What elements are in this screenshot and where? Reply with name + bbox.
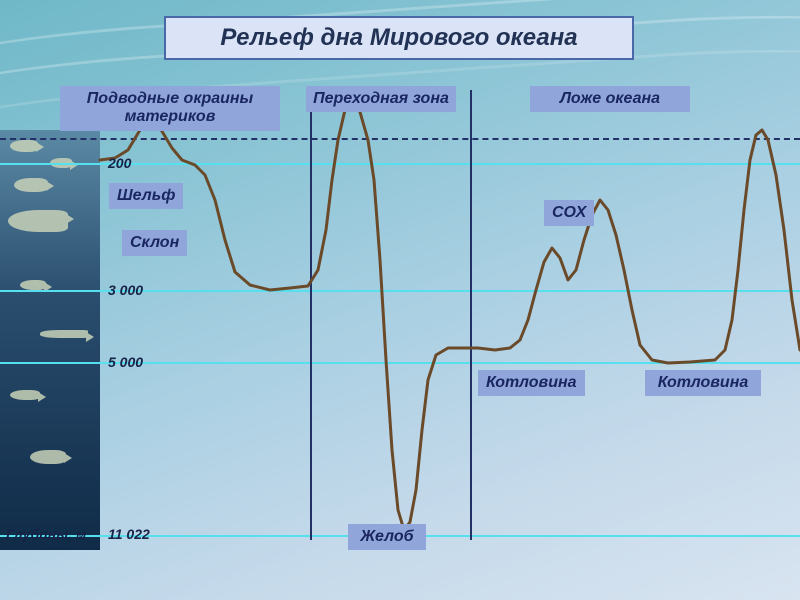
page-title: Рельеф дна Мирового океана — [164, 16, 634, 60]
label-trench: Желоб — [348, 524, 426, 550]
label-slope: Склон — [122, 230, 187, 256]
label-basin-2: Котловина — [645, 370, 761, 396]
depth-axis-caption: Глубины, м — [6, 526, 86, 542]
label-shelf: Шельф — [109, 183, 183, 209]
zone-transitional: Переходная зона — [306, 86, 456, 112]
label-basin-1: Котловина — [478, 370, 585, 396]
zone-ocean-bed: Ложе океана — [530, 86, 690, 112]
depth-5000: 5 000 — [108, 354, 143, 370]
label-ridge: СОХ — [544, 200, 594, 226]
depth-3000: 3 000 — [108, 282, 143, 298]
zone-continental-margins: Подводные окраины материков — [60, 86, 280, 131]
depth-200: 200 — [108, 155, 131, 171]
depth-11022: 11 022 — [108, 526, 150, 542]
